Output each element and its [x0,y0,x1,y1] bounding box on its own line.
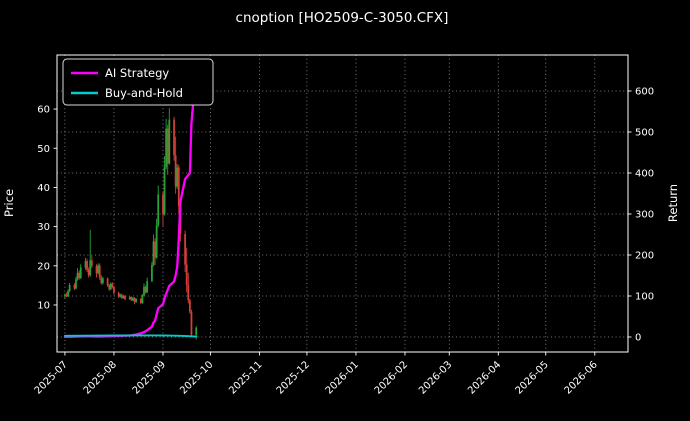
candle-body [139,299,142,304]
x-tick-label: 2026-02 [373,359,410,396]
left-tick-label: 10 [37,300,50,311]
x-tick-label: 2025-08 [82,359,119,396]
buy-and-hold-line [63,334,198,338]
candle-body [146,281,149,293]
candle-body [190,311,193,335]
candle-body [122,295,125,298]
x-tick-label: 2026-04 [466,359,503,396]
candle-body [143,286,145,296]
candle-body [157,194,160,226]
left-axis-label: Price [2,189,16,217]
candle-body [124,295,126,300]
candle-body [144,286,147,293]
candle-body [130,297,133,301]
candle-body [177,167,180,207]
x-tick-label: 2025-10 [178,359,215,396]
right-tick-label: 200 [635,250,654,261]
candle-body [168,119,171,164]
candle-body [174,155,177,187]
left-tick-label: 40 [37,183,50,194]
candle-body [111,283,114,287]
candle-body [67,290,69,297]
candle-body [173,119,175,156]
candle-body [165,128,168,168]
candle-body [117,292,120,297]
candle-body [176,167,179,187]
candle-body [113,286,115,293]
candle-body [155,225,158,258]
plot-frame [56,54,629,353]
x-tick-label: 2025-11 [227,359,264,396]
right-tick-label: 500 [635,127,654,138]
candle-body [64,294,66,297]
candle-body [135,299,137,302]
x-tick-label: 2025-09 [131,359,168,396]
candle-body [73,284,76,289]
candle-body [95,266,98,274]
candle-body [89,260,92,276]
candle-body [98,265,101,278]
legend-label-buy-and-hold: Buy-and-Hold [105,86,183,100]
left-tick-label: 20 [37,261,50,272]
candle-body [108,285,111,290]
candle-body [76,272,79,280]
candle-body [101,278,104,284]
right-axis-label: Return [666,184,680,222]
candle-body [120,294,123,298]
candle-body [119,294,122,297]
candle-body [75,279,77,289]
candle-body [195,327,198,335]
legend-box [62,58,214,106]
x-tick-label: 2026-01 [324,359,361,396]
candle-body [84,261,87,268]
candle-body [151,265,153,282]
candle-body [128,297,131,300]
candle-body [109,283,112,290]
candle-body [152,241,155,266]
candle-body [78,272,81,278]
legend-label-ai-strategy: AI Strategy [105,66,169,80]
x-tick-label: 2025-12 [275,359,312,396]
candle-body [184,234,187,265]
candle-body [65,294,68,297]
left-tick-label: 60 [37,105,50,116]
candle-body [87,269,90,276]
right-tick-label: 100 [635,291,654,302]
candle-body [86,261,88,270]
candle-body [185,264,188,285]
right-tick-label: 300 [635,209,654,220]
right-tick-label: 600 [635,86,654,97]
candle-body [100,277,103,284]
left-tick-label: 50 [37,144,50,155]
candle-body [187,284,190,301]
left-tick-label: 30 [37,222,50,233]
x-tick-label: 2026-05 [514,359,551,396]
candle-body [166,128,169,164]
right-tick-label: 0 [635,332,641,343]
chart-title: cnoption [HO2509-C-3050.CFX] [236,10,449,26]
candle-body [133,297,136,302]
candle-body [90,260,93,267]
candle-body [106,278,109,286]
x-tick-label: 2026-06 [563,359,600,396]
candle-body [68,284,71,291]
ai-strategy-line [63,67,198,339]
candle-body [141,295,144,304]
candle-body [162,194,164,215]
candle-body [79,267,82,278]
candle-body [188,300,191,312]
candle-body [163,167,166,215]
candle-body [97,265,100,274]
x-tick-label: 2026-03 [417,359,454,396]
legend: AI Strategy Buy-and-Hold [62,58,214,106]
candle-body [154,241,156,258]
right-tick-label: 400 [635,168,654,179]
x-tick-label: 2025-07 [33,359,70,396]
candle-body [132,297,134,301]
